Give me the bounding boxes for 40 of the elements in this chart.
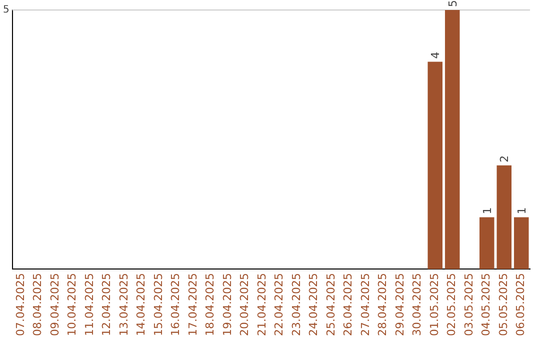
x-tick-label: 25.04.2025 [324,273,338,336]
x-tick-label: 04.05.2025 [480,273,493,336]
data-label: 1 [480,207,494,214]
x-tick-label: 26.04.2025 [342,273,355,336]
x-tick-label: 27.04.2025 [358,273,372,336]
x-tick-label: 07.04.2025 [14,273,27,336]
data-label: 2 [498,155,512,162]
x-tick-label: 10.04.2025 [66,273,79,336]
x-tick-label: 19.04.2025 [220,273,234,336]
x-tick-label: 23.04.2025 [290,273,303,336]
x-tick-label: 29.04.2025 [393,273,406,336]
bar [444,10,460,270]
x-tick-label: 01.05.2025 [428,273,441,336]
x-tick-label: 09.04.2025 [48,273,62,336]
bar [514,217,529,270]
x-tick-label: 18.04.2025 [204,273,217,336]
x-tick-label: 24.04.2025 [307,273,320,336]
x-tick-label: 22.04.2025 [272,273,286,336]
x-tick-label: 28.04.2025 [376,273,390,336]
x-tick-label: 06.05.2025 [514,273,528,336]
bar [428,62,442,270]
data-label: 4 [429,52,442,59]
data-label: 1 [515,207,528,214]
bar [496,165,512,270]
x-tick-label: 05.05.2025 [496,273,510,336]
x-tick-label: 11.04.2025 [82,273,96,336]
x-tick-label: 12.04.2025 [100,273,114,336]
x-tick-label: 03.05.2025 [462,273,476,336]
x-tick-label: 17.04.2025 [186,273,200,336]
x-tick-label: 20.04.2025 [238,273,252,336]
x-tick-label: 16.04.2025 [169,273,182,336]
bar [479,217,494,270]
x-tick-label: 30.04.2025 [410,273,424,336]
x-tick-label: 08.04.2025 [31,273,44,336]
x-tick-label: 14.04.2025 [134,273,148,336]
x-tick-label: 13.04.2025 [117,273,130,336]
data-label: 5 [446,0,460,7]
x-tick-label: 15.04.2025 [152,273,165,336]
x-tick-label: 21.04.2025 [255,273,268,336]
x-tick-label: 02.05.2025 [445,273,458,336]
